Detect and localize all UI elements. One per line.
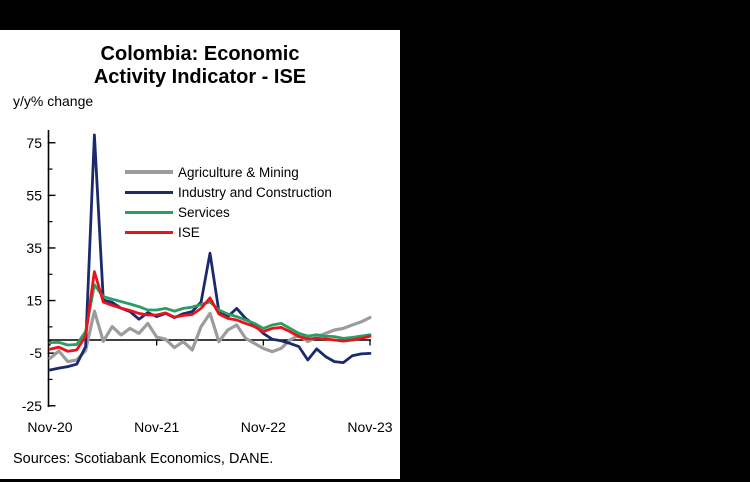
legend-item-ise: ISE	[125, 222, 332, 242]
legend-line-ise-icon	[125, 230, 173, 234]
y-axis-unit-label: y/y% change	[13, 93, 94, 109]
chart-legend: Agriculture & Mining Industry and Constr…	[125, 162, 332, 242]
svg-text:Nov-22: Nov-22	[241, 419, 286, 435]
chart-title-line1: Colombia: Economic	[100, 43, 300, 65]
legend-line-services-icon	[125, 210, 173, 214]
legend-label: ISE	[178, 224, 200, 240]
legend-item-agriculture-mining: Agriculture & Mining	[125, 162, 332, 182]
chart-panel: 75 55 35 15 -5 -25 Nov-20 Nov-21 Nov-22 Nov-23 Co…	[0, 30, 400, 479]
legend-label: Industry and Construction	[178, 184, 332, 200]
legend-line-agriculture-mining-icon	[125, 170, 173, 174]
legend-label: Services	[178, 204, 230, 220]
legend-label: Agriculture & Mining	[178, 164, 299, 180]
svg-text:Nov-23: Nov-23	[347, 419, 392, 435]
legend-item-services: Services	[125, 202, 332, 222]
chart-title-line2: Activity Indicator - ISE	[93, 66, 307, 88]
svg-text:55: 55	[26, 187, 42, 203]
svg-text:-25: -25	[22, 398, 42, 414]
chart-canvas: 75 55 35 15 -5 -25 Nov-20 Nov-21 Nov-22 Nov-23	[22, 130, 393, 435]
svg-text:75: 75	[26, 135, 42, 151]
legend-line-industry-construction-icon	[125, 190, 173, 194]
svg-text:35: 35	[26, 240, 42, 256]
svg-text:Nov-20: Nov-20	[27, 419, 72, 435]
svg-text:Nov-21: Nov-21	[134, 419, 179, 435]
source-note: Sources: Scotiabank Economics, DANE.	[13, 451, 274, 467]
svg-text:15: 15	[26, 293, 42, 309]
chart-title: Colombia: Economic Activity Indicator - …	[0, 43, 400, 89]
legend-item-industry-construction: Industry and Construction	[125, 182, 332, 202]
svg-text:-5: -5	[30, 345, 43, 361]
